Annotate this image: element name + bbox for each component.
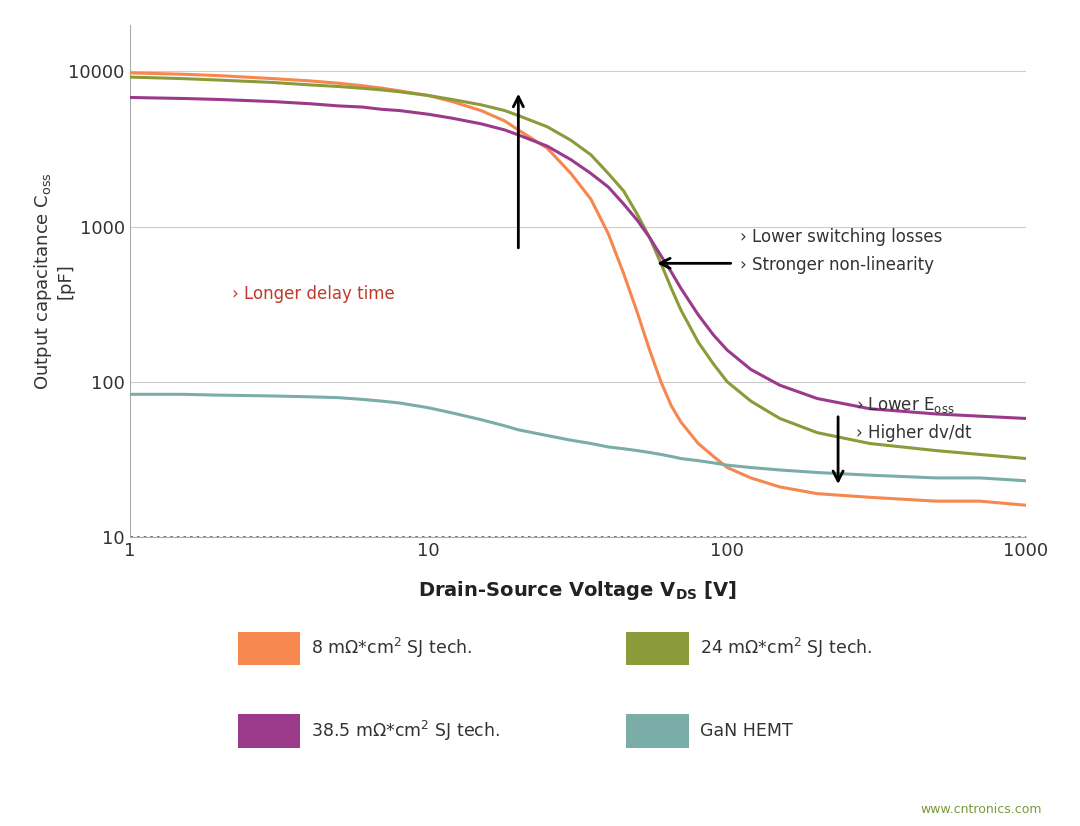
Text: › Lower E$_\mathregular{oss}$
› Higher dv/dt: › Lower E$_\mathregular{oss}$ › Higher d… [856,395,972,443]
Text: Drain-Source Voltage V$_\mathregular{DS}$ [V]: Drain-Source Voltage V$_\mathregular{DS}… [418,579,738,602]
Text: 8 mΩ*cm$^2$ SJ tech.: 8 mΩ*cm$^2$ SJ tech. [311,636,472,661]
Text: Output capacitance C$_\mathregular{oss}$
[pF]: Output capacitance C$_\mathregular{oss}$… [32,172,75,390]
Text: GaN HEMT: GaN HEMT [700,722,793,740]
Text: www.cntronics.com: www.cntronics.com [920,803,1042,816]
Text: 24 mΩ*cm$^2$ SJ tech.: 24 mΩ*cm$^2$ SJ tech. [700,636,873,661]
Text: › Longer delay time: › Longer delay time [232,285,394,303]
Text: › Lower switching losses
› Stronger non-linearity: › Lower switching losses › Stronger non-… [740,228,942,273]
Text: 38.5 mΩ*cm$^2$ SJ tech.: 38.5 mΩ*cm$^2$ SJ tech. [311,719,500,743]
